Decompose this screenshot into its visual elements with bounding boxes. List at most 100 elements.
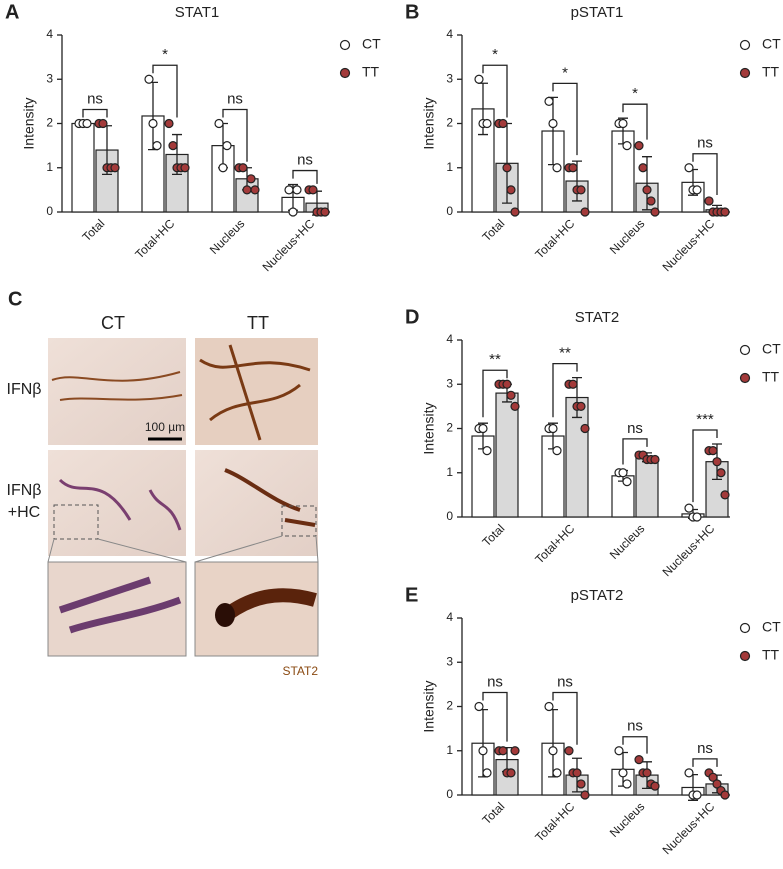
data-point — [82, 118, 92, 129]
data-point — [506, 185, 516, 195]
data-point — [580, 423, 590, 434]
y-tick-label: 3 — [46, 71, 53, 85]
panel-c: C CT TT IFNβ IFNβ +HC 100 µm STAT2 — [7, 288, 319, 678]
significance-bracket — [482, 691, 508, 742]
data-point — [250, 185, 260, 195]
significance-bracket — [552, 362, 578, 418]
data-point — [720, 490, 730, 500]
legend-label: TT — [362, 64, 380, 80]
data-point — [498, 118, 508, 129]
data-point — [618, 468, 628, 478]
x-tick-label: Total+HC — [532, 799, 577, 844]
significance-bracket — [552, 691, 578, 745]
data-point — [568, 163, 578, 173]
data-point — [712, 457, 722, 467]
row-label: IFNβ — [7, 381, 42, 398]
data-point — [246, 174, 256, 184]
significance-label: ns — [557, 673, 573, 690]
data-point — [580, 790, 590, 800]
data-point — [478, 423, 488, 434]
micrograph-zoom — [194, 561, 319, 657]
data-point — [474, 74, 484, 84]
data-point — [506, 390, 516, 400]
y-axis-label: Intensity — [21, 97, 37, 149]
data-point — [614, 746, 624, 756]
significance-bracket — [222, 108, 248, 162]
data-point — [638, 163, 648, 173]
data-point — [502, 163, 512, 173]
panel-letter: C — [8, 288, 22, 310]
data-point — [284, 185, 294, 195]
data-point — [308, 185, 318, 195]
legend-marker — [739, 650, 751, 662]
data-point — [288, 207, 298, 217]
data-point — [498, 746, 508, 756]
y-axis-label: Intensity — [421, 402, 437, 454]
data-point — [510, 401, 520, 411]
data-point — [144, 74, 154, 84]
data-point — [478, 746, 488, 756]
significance-label: ns — [697, 135, 713, 152]
legend-marker — [739, 67, 751, 79]
x-tick-label: Total — [80, 216, 108, 244]
micrograph — [195, 450, 318, 556]
y-tick-label: 1 — [46, 160, 53, 174]
data-point — [168, 141, 178, 151]
zoom-line — [97, 538, 187, 563]
bar — [71, 122, 95, 213]
significance-bracket — [292, 169, 318, 184]
data-point — [152, 141, 162, 151]
data-point — [650, 207, 660, 217]
data-point — [576, 401, 586, 411]
zoom-line — [194, 535, 283, 563]
stain — [58, 576, 182, 634]
x-tick-label: Nucleus — [607, 216, 648, 257]
legend-label: CT — [762, 36, 781, 52]
bar — [495, 392, 519, 518]
significance-bracket — [482, 369, 508, 418]
data-point — [510, 746, 520, 756]
data-point — [634, 141, 644, 151]
zoom-line — [315, 535, 319, 563]
data-point — [552, 163, 562, 173]
x-tick-label: Total — [480, 521, 508, 549]
y-axis-label: Intensity — [421, 680, 437, 732]
panel-letter: E — [405, 584, 418, 606]
data-point — [218, 163, 228, 173]
data-point — [576, 185, 586, 195]
data-point — [180, 163, 190, 173]
data-point — [474, 701, 484, 712]
legend-marker — [739, 344, 751, 356]
significance-label: * — [632, 85, 638, 102]
significance-label: * — [162, 46, 168, 63]
y-tick-label: 2 — [46, 116, 53, 130]
legend-marker — [739, 39, 751, 51]
x-tick-label: Nucleus — [607, 799, 648, 840]
data-point — [622, 141, 632, 151]
data-point — [482, 446, 492, 456]
data-point — [622, 477, 632, 487]
significance-label: ns — [87, 90, 103, 107]
significance-bracket — [692, 758, 718, 767]
data-point — [568, 379, 578, 389]
significance-bracket — [622, 438, 648, 465]
data-point — [712, 779, 722, 789]
data-point — [548, 746, 558, 756]
data-point — [482, 118, 492, 129]
significance-label: ** — [489, 351, 501, 368]
chart-title: pSTAT2 — [571, 587, 624, 604]
column-label: TT — [247, 313, 269, 333]
stain-label: STAT2 — [282, 664, 318, 678]
data-point — [580, 207, 590, 217]
significance-bracket — [692, 153, 718, 195]
legend-marker — [339, 39, 351, 51]
data-point — [572, 768, 582, 778]
data-point — [692, 790, 702, 800]
data-point — [692, 185, 702, 195]
legend-label: TT — [762, 647, 780, 663]
panel-letter: B — [405, 1, 419, 23]
significance-label: ns — [297, 152, 313, 169]
panel-letter: A — [5, 1, 19, 23]
data-point — [292, 185, 302, 195]
